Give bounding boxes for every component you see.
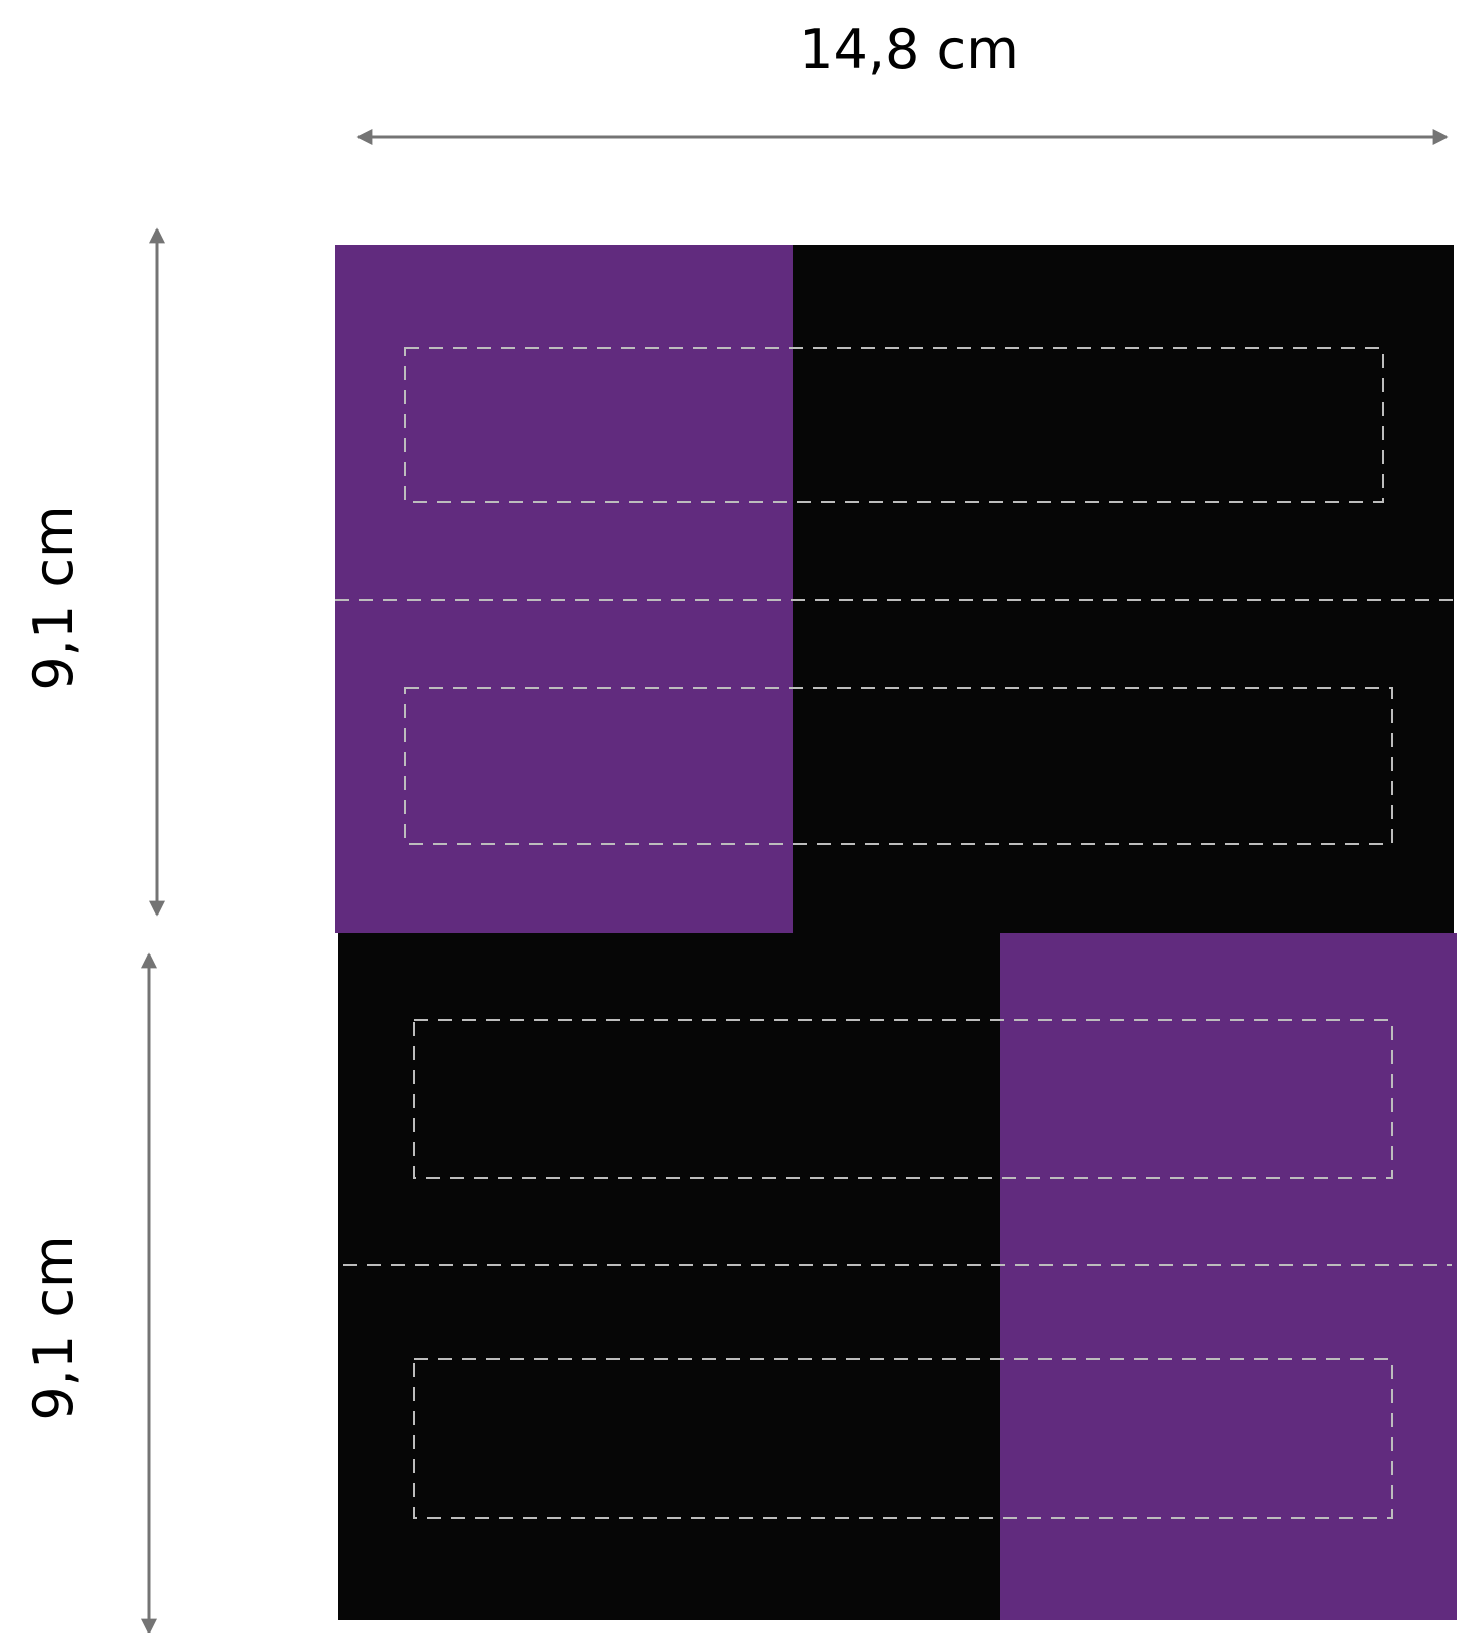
top-panel-safe-area-upper bbox=[404, 347, 1384, 503]
width-dimension-label: 14,8 cm bbox=[799, 18, 1019, 81]
top-panel-black-block bbox=[793, 245, 1454, 933]
top-panel-safe-area-lower bbox=[404, 687, 1393, 845]
bottom-panel-purple-block bbox=[1000, 933, 1457, 1620]
bottom-panel-black-block bbox=[338, 933, 1000, 1620]
bottom-height-dimension-label: 9,1 cm bbox=[22, 1235, 85, 1420]
top-height-dimension-label: 9,1 cm bbox=[22, 505, 85, 690]
top-card-panel bbox=[335, 245, 1454, 933]
top-panel-purple-block bbox=[335, 245, 793, 933]
bottom-card-panel bbox=[338, 933, 1457, 1620]
bottom-panel-safe-area-upper bbox=[413, 1019, 1393, 1179]
bottom-panel-safe-area-lower bbox=[413, 1358, 1393, 1519]
